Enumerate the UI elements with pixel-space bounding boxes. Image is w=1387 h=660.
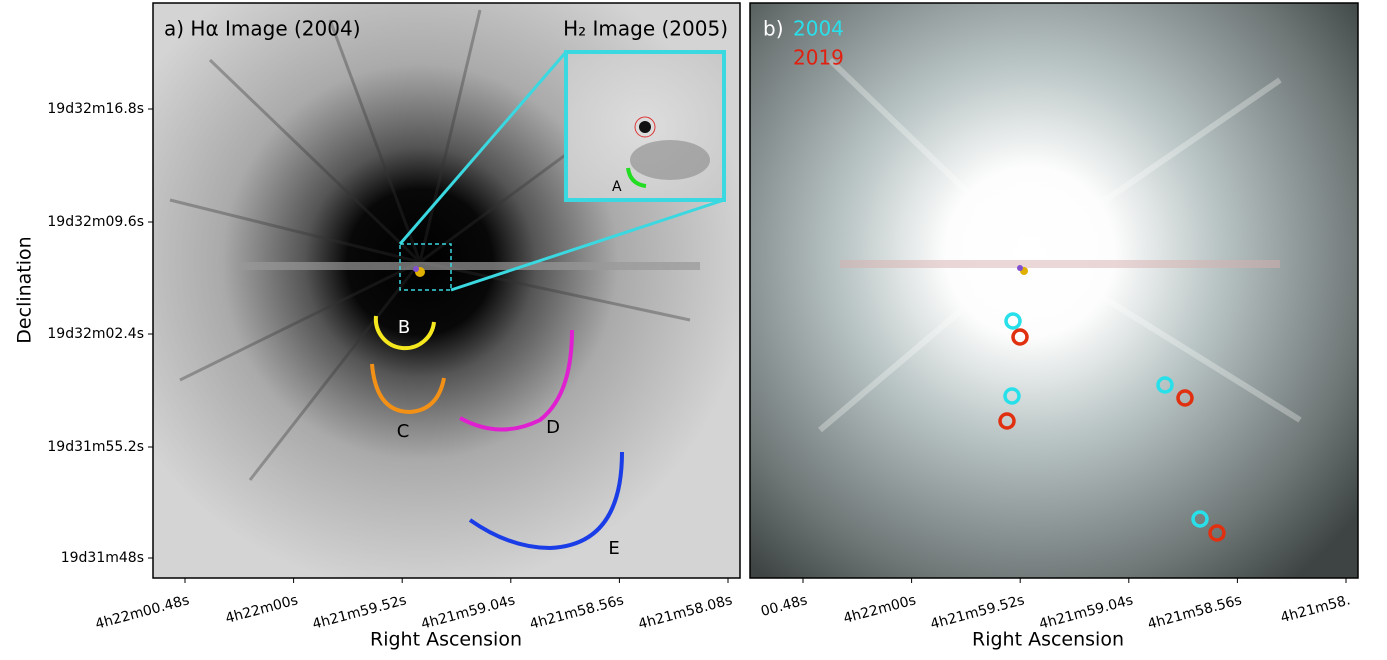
arc-b — [373, 315, 436, 351]
frame — [152, 2, 741, 579]
panel-title: a) Hα Image (2004) — [164, 17, 361, 41]
inset-star — [639, 121, 651, 133]
image-b — [750, 3, 1358, 578]
y-tick-label: 19d31m48s — [61, 550, 144, 566]
arc-e — [468, 451, 624, 551]
star — [1017, 265, 1023, 271]
zoom-line — [398, 51, 568, 245]
arc-a — [626, 167, 647, 188]
spikes — [818, 57, 1302, 433]
arc-c — [370, 363, 446, 415]
label: A — [612, 179, 622, 195]
legend-entry: 2019 — [793, 46, 844, 70]
legend-entry: 2004 — [793, 17, 844, 41]
spikes — [169, 9, 691, 481]
streak — [240, 262, 700, 270]
y-axis-label: Declination — [14, 236, 36, 343]
x-tick-label: 4h21m58.08s — [637, 592, 734, 632]
x-tick-label: 4h21m59.04s — [419, 592, 516, 632]
contour — [634, 116, 656, 138]
x-tick-label: 4h21m58.56s — [528, 592, 625, 632]
y-tick-label: 19d31m55.2s — [47, 439, 144, 455]
x-tick-label: 4h22m00s — [842, 592, 918, 627]
panel-a: A B C D E a) Hα Image (2004) H₂ Image (2… — [152, 2, 741, 579]
y-tick-label: 19d32m09.6s — [47, 214, 144, 230]
x-tick-label: 4h21m58.56s — [1146, 592, 1243, 632]
panel-title: b) — [763, 17, 784, 41]
arc-d — [459, 329, 574, 432]
panel-b: b) 2004 2019 — [749, 2, 1359, 579]
label: C — [397, 421, 410, 442]
x-axis-label: Right Ascension — [972, 629, 1124, 651]
x-tick-label: 4h21m58. — [1279, 592, 1352, 626]
frame — [749, 2, 1359, 579]
streak — [840, 260, 1280, 268]
x-tick-label: 4h21m59.52s — [311, 592, 408, 632]
label: E — [608, 538, 619, 559]
inset-nebula — [630, 140, 710, 180]
label: D — [546, 417, 560, 438]
star — [413, 266, 419, 272]
inset-title: H₂ Image (2005) — [563, 17, 728, 41]
x-axis-label: Right Ascension — [370, 629, 522, 651]
x-tick-label: 4h21m59.52s — [929, 592, 1026, 632]
knots — [998, 312, 1226, 542]
x-tick-label: 00.48s — [759, 592, 809, 620]
y-tick-label: 19d32m16.8s — [47, 101, 144, 117]
x-tick-label: 4h22m00s — [224, 592, 300, 627]
zoom-line — [450, 198, 725, 292]
label: B — [398, 317, 410, 338]
zoom-box — [399, 243, 452, 291]
x-tick-label: 4h22m00.48s — [94, 592, 191, 632]
y-tick-label: 19d32m02.4s — [47, 326, 144, 342]
x-tick-label: 4h21m59.04s — [1037, 592, 1134, 632]
